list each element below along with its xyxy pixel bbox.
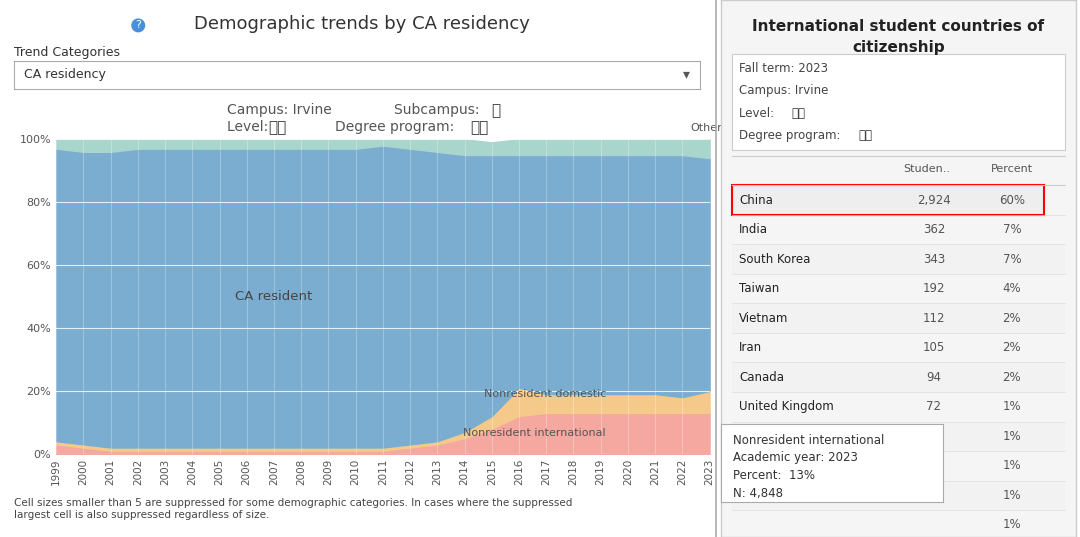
Text: Studen..: Studen.. — [903, 164, 950, 174]
Text: Campus: Irvine: Campus: Irvine — [227, 103, 332, 117]
Text: CA resident: CA resident — [235, 290, 312, 303]
Text: Taiwan: Taiwan — [739, 282, 780, 295]
Text: 1%: 1% — [1002, 459, 1022, 473]
Text: Cell sizes smaller than 5 are suppressed for some demographic categories. In cas: Cell sizes smaller than 5 are suppressed… — [14, 498, 572, 520]
Text: Indonesia: Indonesia — [739, 430, 796, 443]
Text: 2%: 2% — [1002, 371, 1022, 384]
Bar — [732, 303, 1065, 333]
Text: Degree program:: Degree program: — [335, 120, 458, 134]
Text: 无: 无 — [491, 103, 500, 118]
Text: 全部: 全部 — [268, 120, 286, 135]
Text: Demographic trends by CA residency: Demographic trends by CA residency — [194, 15, 529, 33]
Text: 62: 62 — [927, 430, 942, 443]
Text: Nonresident international: Nonresident international — [732, 433, 883, 447]
Text: 362: 362 — [922, 223, 945, 236]
Text: N: 4,848: N: 4,848 — [732, 487, 783, 500]
Text: Level:: Level: — [227, 120, 272, 134]
Text: Subcampus:: Subcampus: — [394, 103, 484, 117]
Text: 112: 112 — [922, 311, 945, 325]
Text: 1%: 1% — [1002, 489, 1022, 502]
Text: Fall term: 2023: Fall term: 2023 — [739, 62, 828, 75]
Text: Canada: Canada — [739, 371, 784, 384]
Text: 2,924: 2,924 — [917, 193, 950, 207]
Text: 4%: 4% — [1002, 282, 1022, 295]
Text: 7%: 7% — [1002, 252, 1022, 266]
Text: 2%: 2% — [1002, 311, 1022, 325]
Text: ?: ? — [135, 20, 141, 31]
Text: 60%: 60% — [999, 193, 1025, 207]
Text: Vietnam: Vietnam — [739, 311, 788, 325]
Text: 2%: 2% — [1002, 341, 1022, 354]
Text: 343: 343 — [922, 252, 945, 266]
Text: ▾: ▾ — [683, 68, 689, 82]
Text: citizenship: citizenship — [852, 40, 945, 55]
Bar — [732, 481, 1065, 510]
Bar — [732, 185, 1043, 215]
Text: 192: 192 — [922, 282, 945, 295]
Bar — [732, 185, 1043, 215]
Text: China: China — [739, 193, 773, 207]
Text: 全部: 全部 — [470, 120, 488, 135]
Text: 94: 94 — [927, 371, 942, 384]
Text: India: India — [739, 223, 768, 236]
Bar — [732, 244, 1065, 274]
Text: Academic year: 2023: Academic year: 2023 — [732, 452, 858, 465]
FancyBboxPatch shape — [732, 54, 1065, 150]
Text: 1%: 1% — [1002, 430, 1022, 443]
Text: 全部: 全部 — [792, 107, 806, 120]
Text: 7%: 7% — [1002, 223, 1022, 236]
Bar — [732, 422, 1065, 451]
Text: International student countries of: International student countries of — [753, 19, 1044, 34]
Text: Trend Categories: Trend Categories — [14, 46, 120, 59]
Text: 1%: 1% — [1002, 400, 1022, 413]
Text: 105: 105 — [922, 341, 945, 354]
Bar — [732, 362, 1065, 392]
Text: Other/Unknown: Other/Unknown — [690, 123, 778, 133]
Text: Nonresident domestic: Nonresident domestic — [484, 389, 606, 399]
Text: Level:: Level: — [739, 107, 778, 120]
Text: 全部: 全部 — [859, 129, 873, 142]
Text: Percent: Percent — [990, 164, 1032, 174]
Text: United Kingdom: United Kingdom — [739, 400, 834, 413]
Text: 72: 72 — [927, 400, 942, 413]
Text: South Korea: South Korea — [739, 252, 810, 266]
Text: Degree program:: Degree program: — [739, 129, 845, 142]
Text: Campus: Irvine: Campus: Irvine — [739, 84, 828, 97]
Text: Nonresident international: Nonresident international — [463, 429, 606, 438]
Text: Percent:  13%: Percent: 13% — [732, 469, 814, 482]
Text: 1%: 1% — [1002, 518, 1022, 532]
Text: Iran: Iran — [739, 341, 762, 354]
Text: CA residency: CA residency — [25, 68, 106, 81]
